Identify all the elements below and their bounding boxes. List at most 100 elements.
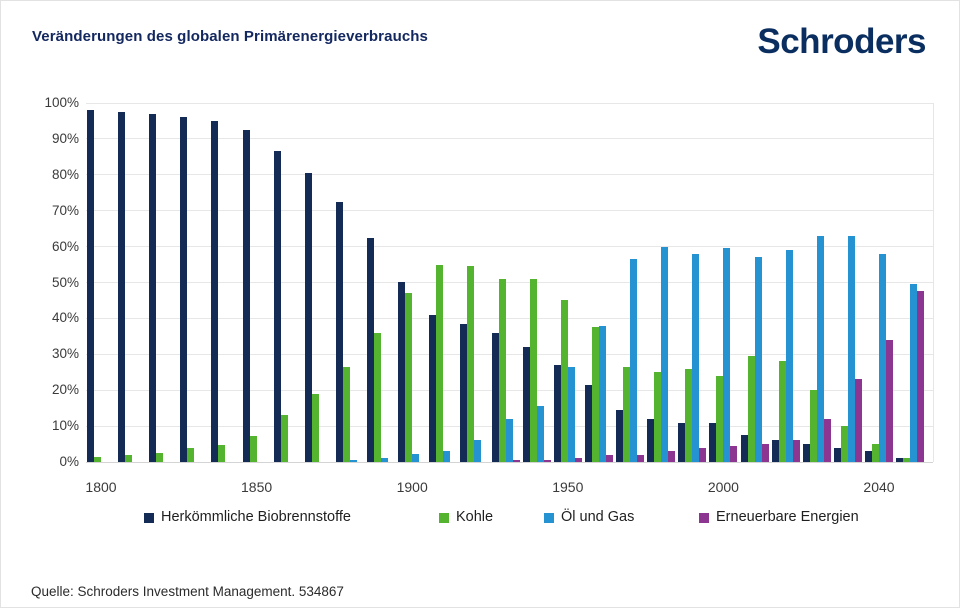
bar <box>865 451 872 462</box>
bar-group <box>398 103 426 462</box>
bar <box>723 248 731 462</box>
y-axis-label: 100% <box>44 95 79 110</box>
bar <box>156 453 164 462</box>
bar-group <box>584 103 613 462</box>
x-axis-label: 2040 <box>863 479 895 495</box>
bar <box>678 423 686 462</box>
bar <box>381 458 389 462</box>
bar <box>778 361 786 462</box>
bar <box>180 117 188 462</box>
bar <box>149 114 157 462</box>
bar <box>647 419 655 462</box>
legend-item: Kohle <box>439 509 493 527</box>
x-axis-label: 2000 <box>707 479 739 495</box>
gridline <box>86 282 933 283</box>
bar <box>792 440 800 462</box>
bar-group <box>367 103 395 462</box>
bar <box>847 236 855 462</box>
bar <box>429 315 437 462</box>
legend-label: Herkömmliche Biobrennstoffe <box>161 509 351 525</box>
bar-group <box>460 103 488 462</box>
bar <box>304 173 312 462</box>
gridline <box>86 317 933 319</box>
bar-group <box>211 103 239 462</box>
bar <box>536 406 544 462</box>
gridline <box>86 138 933 140</box>
bar <box>349 460 357 462</box>
bar <box>218 445 226 462</box>
y-axis-label: 80% <box>51 166 79 182</box>
bar <box>335 202 343 462</box>
bar-group <box>865 103 893 462</box>
bar <box>605 455 613 462</box>
legend-swatch-icon <box>544 513 554 523</box>
bar <box>910 284 918 462</box>
legend-label: Erneuerbare Energien <box>716 509 859 525</box>
y-axis-label: 60% <box>51 238 79 254</box>
y-axis-label: 30% <box>51 346 79 362</box>
bar-group <box>771 103 800 462</box>
plot-area <box>86 102 934 463</box>
bar <box>903 458 911 462</box>
legend-item: Öl und Gas <box>544 509 634 527</box>
bar <box>94 457 101 462</box>
bar <box>374 333 382 462</box>
bar <box>405 293 413 462</box>
bar-group <box>616 103 645 462</box>
legend-swatch-icon <box>699 513 709 523</box>
bar <box>823 419 831 462</box>
bar <box>668 451 676 462</box>
bar <box>467 266 475 462</box>
bar <box>816 236 824 462</box>
bar-group <box>553 103 582 462</box>
bar <box>886 340 893 462</box>
schroders-logo: Schroders <box>757 22 926 61</box>
bar <box>747 356 755 462</box>
bar <box>598 326 606 462</box>
bar <box>879 254 886 462</box>
bar <box>474 440 482 462</box>
bar <box>505 419 513 462</box>
bar <box>661 247 669 462</box>
bar <box>771 440 779 462</box>
bar <box>87 110 94 462</box>
bar <box>491 333 499 462</box>
bar-group <box>273 103 302 462</box>
bar <box>529 279 537 462</box>
y-axis-label: 70% <box>51 202 79 218</box>
bar <box>740 435 748 462</box>
y-axis-label: 0% <box>59 454 79 469</box>
x-axis-label: 1850 <box>241 479 273 495</box>
bar <box>398 282 406 462</box>
legend-item: Erneuerbare Energien <box>699 509 859 527</box>
legend-swatch-icon <box>439 513 449 523</box>
bar-group <box>833 103 862 462</box>
bar <box>584 385 592 462</box>
bar-group <box>242 103 271 462</box>
x-axis-label: 1950 <box>552 479 584 495</box>
bar <box>443 451 451 462</box>
bar-group <box>709 103 738 462</box>
bar <box>854 379 862 462</box>
bar <box>809 390 817 462</box>
bar <box>917 291 925 462</box>
bar-group <box>896 103 925 462</box>
bar <box>872 444 879 462</box>
bar <box>273 151 281 462</box>
page-title: Veränderungen des globalen Primärenergie… <box>32 28 428 45</box>
bar <box>522 347 530 462</box>
x-axis-label: 1800 <box>85 479 117 495</box>
bar <box>498 279 506 462</box>
bar <box>412 454 420 462</box>
bar <box>616 410 624 462</box>
bar <box>436 265 444 462</box>
bar-group <box>118 103 146 462</box>
bar <box>785 250 793 462</box>
bar <box>118 112 126 462</box>
bar <box>342 367 350 462</box>
bar-group <box>149 103 177 462</box>
y-axis-label: 20% <box>51 382 79 398</box>
bar-group <box>522 103 551 462</box>
bar-group <box>87 103 115 462</box>
bar-group <box>647 103 676 462</box>
